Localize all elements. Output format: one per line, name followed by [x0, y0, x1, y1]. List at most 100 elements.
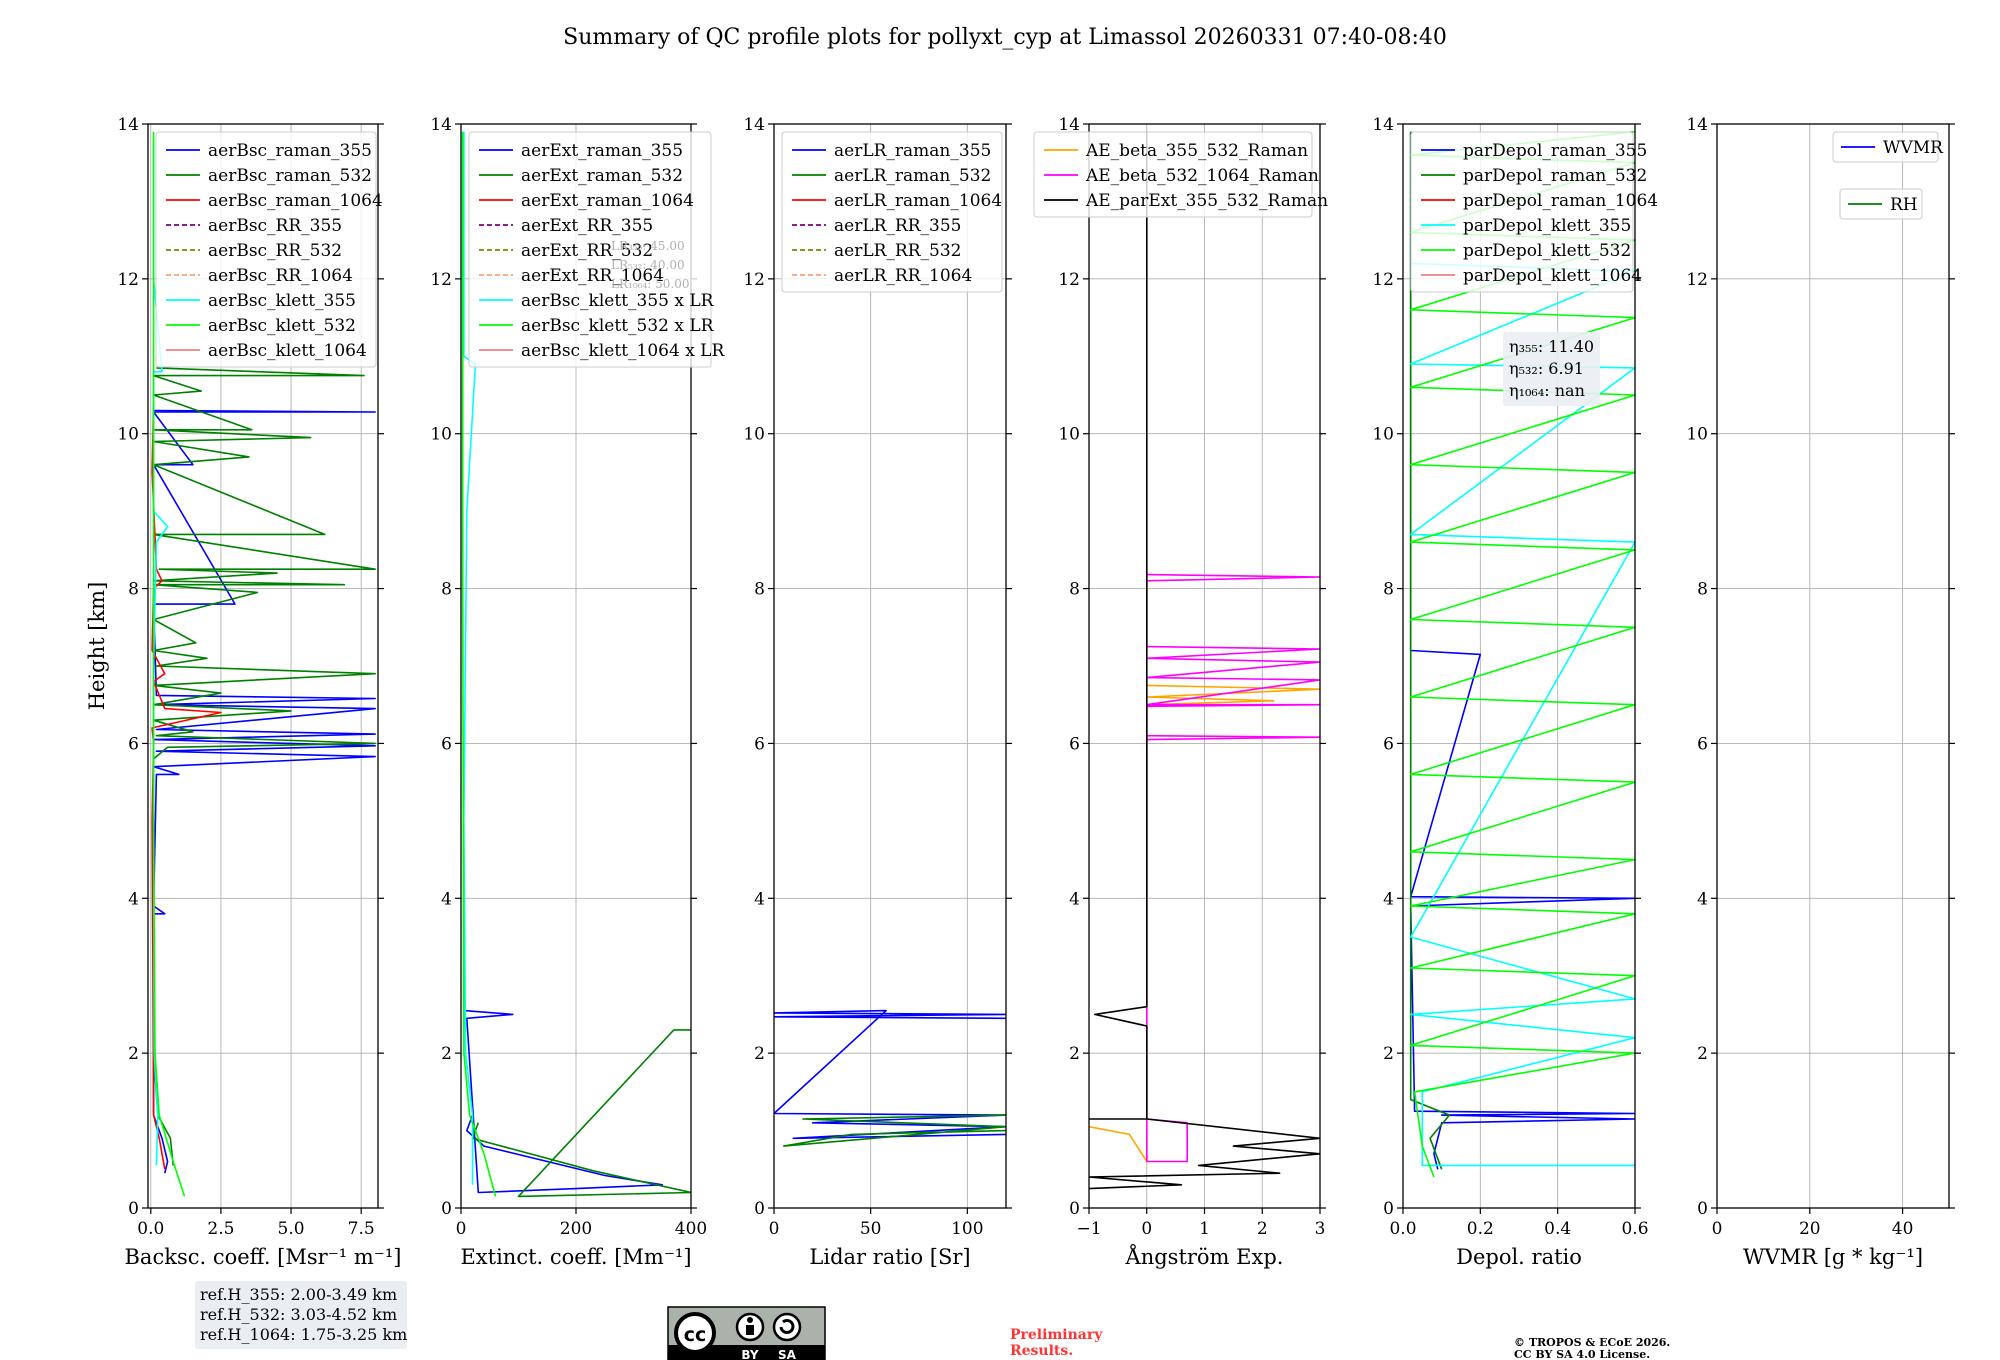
series-group [151, 131, 377, 1197]
y-tick-label: 0 [441, 1199, 452, 1219]
series-parDepol_klett_532 [1409, 130, 1635, 1178]
series-aerBsc_raman_532 [152, 367, 377, 1166]
legend-label: aerBsc_raman_532 [208, 166, 372, 186]
y-tick-label: 2 [128, 1044, 139, 1064]
y-tick-label: 8 [1069, 580, 1080, 600]
series-group [774, 1009, 1006, 1147]
y-tick-label: 12 [117, 270, 139, 290]
axes-frame [460, 123, 692, 1209]
panel-bsc: 0 2 4 6 8 10 12 14 0.0 2.5 5.0 7.5 Backsc. coeff. [M… [117, 115, 407, 1349]
copyright-line-2: CC BY SA 4.0 License. [1514, 1348, 1650, 1360]
x-tick-label: 0.0 [1389, 1219, 1416, 1239]
legend-label: parDepol_klett_355 [1463, 216, 1631, 236]
x-tick-label: −1 [1076, 1219, 1101, 1239]
x-axis-label: Extinct. coeff. [Mm⁻¹] [460, 1245, 691, 1269]
y-tick-label: 12 [1372, 270, 1394, 290]
legend-label: parDepol_klett_532 [1463, 241, 1631, 261]
legend-label: aerExt_raman_1064 [521, 191, 694, 211]
y-tick-label: 8 [1697, 580, 1708, 600]
y-tick-label: 8 [754, 580, 765, 600]
panel-depol: 0 2 4 6 8 10 12 14 0.0 0.2 0.4 0.6 Depol. ratio parDe… [1372, 115, 1658, 1269]
eta-value: η₅₃₂: 6.91 [1509, 359, 1584, 378]
preliminary-note-line-1: Preliminary [1010, 1327, 1103, 1343]
series-aerLR_raman_355 [774, 1009, 1006, 1140]
y-tick-label: 0 [1697, 1199, 1708, 1219]
y-tick-label: 0 [1383, 1199, 1394, 1219]
y-tick-label: 4 [441, 889, 452, 909]
x-tick-label: 400 [675, 1219, 707, 1239]
eta-box-bg [1503, 332, 1600, 406]
y-tick-label: 6 [1069, 734, 1080, 754]
legend-label: aerBsc_klett_355 [208, 291, 356, 311]
y-tick-label: 4 [1383, 889, 1394, 909]
info-box-bg [195, 1281, 407, 1349]
x-tick-label: 1 [1199, 1219, 1210, 1239]
y-tick-label: 6 [1383, 734, 1394, 754]
legend-label: aerLR_raman_355 [834, 141, 991, 161]
legend-label: aerBsc_klett_1064 [208, 341, 367, 361]
y-tick-label: 4 [128, 889, 139, 909]
y-tick-label: 10 [1686, 425, 1708, 445]
legend: WVMR RH [1832, 131, 1944, 220]
y-tick-label: 2 [1697, 1044, 1708, 1064]
y-tick-label: 14 [117, 115, 139, 135]
legend-label: parDepol_raman_355 [1463, 141, 1647, 161]
legend-label: aerBsc_klett_1064 x LR [521, 341, 725, 361]
series-aerBsc_klett_532 x LR [461, 131, 497, 1197]
y-tick-label: 14 [743, 115, 765, 135]
info-line: ref.H_532: 3.03-4.52 km [200, 1305, 397, 1324]
legend-label: aerExt_RR_355 [521, 216, 653, 236]
axes-frame [773, 123, 1007, 1209]
y-tick-label: 8 [1383, 580, 1394, 600]
y-tick-label: 8 [128, 580, 139, 600]
legend-box [1033, 131, 1313, 218]
axes-frame [1402, 123, 1636, 1209]
legend-label: aerBsc_RR_532 [208, 241, 342, 261]
x-tick-label: 0.4 [1544, 1219, 1571, 1239]
series-AE_beta_355_532_Raman [1089, 684, 1320, 1163]
x-tick-label: 0.6 [1621, 1219, 1648, 1239]
legend-box [1832, 131, 1939, 163]
y-tick-label: 4 [754, 889, 765, 909]
panel-lr: 0 2 4 6 8 10 12 14 0 50 100 Lidar ratio [Sr] aerLR_r… [743, 115, 1012, 1269]
y-tick-label: 4 [1069, 889, 1080, 909]
y-tick-label: 14 [1372, 115, 1394, 135]
license-badge: cc BY SA [667, 1306, 826, 1360]
x-axis-label: Depol. ratio [1456, 1245, 1582, 1269]
series-aerExt_raman_532 [471, 1029, 691, 1198]
y-tick-label: 6 [754, 734, 765, 754]
info-line: ref.H_1064: 1.75-3.25 km [200, 1325, 407, 1344]
lidar-ratio-label: LR₁₀₆₄: 50.00 [611, 277, 689, 291]
figure-title: Summary of QC profile plots for pollyxt_… [563, 25, 1447, 50]
y-tick-label: 0 [754, 1199, 765, 1219]
x-tick-label: 2 [1257, 1219, 1268, 1239]
info-line: ref.H_355: 2.00-3.49 km [200, 1285, 397, 1304]
series-aerBsc_raman_355 [152, 409, 377, 1174]
x-tick-label: 2.5 [207, 1219, 234, 1239]
legend-label: aerBsc_klett_532 [208, 316, 356, 336]
svg-text:cc: cc [684, 1324, 707, 1346]
legend-label: WVMR [1883, 138, 1944, 158]
y-tick-label: 10 [1058, 425, 1080, 445]
series-group [1409, 130, 1635, 1178]
series-parDepol_klett_355 [1409, 262, 1635, 1167]
series-parDepol_raman_532 [1409, 131, 1451, 1170]
y-tick-label: 14 [1058, 115, 1080, 135]
x-tick-label: 40 [1892, 1219, 1914, 1239]
legend-box [1410, 131, 1634, 293]
y-tick-label: 2 [441, 1044, 452, 1064]
legend-label: aerLR_RR_355 [834, 216, 961, 236]
copyright-line-1: © TROPOS & ECoE 2026. [1514, 1336, 1670, 1349]
legend: aerBsc_raman_355 aerBsc_raman_532 aerBsc_r… [155, 131, 383, 368]
legend-label: parDepol_raman_1064 [1463, 191, 1658, 211]
panel-wv: 0 2 4 6 8 10 12 14 0 20 40 WVMR [g * kg⁻¹] WVMR RH [1686, 115, 1955, 1269]
license-tag-sa: SA [778, 1348, 797, 1360]
y-tick-label: 10 [1372, 425, 1394, 445]
legend-label: AE_beta_532_1064_Raman [1085, 166, 1319, 186]
series-AE_beta_532_1064_Raman [1146, 573, 1320, 1163]
y-tick-label: 10 [743, 425, 765, 445]
x-tick-label: 0 [1141, 1219, 1152, 1239]
y-tick-label: 0 [1069, 1199, 1080, 1219]
y-tick-label: 12 [1686, 270, 1708, 290]
